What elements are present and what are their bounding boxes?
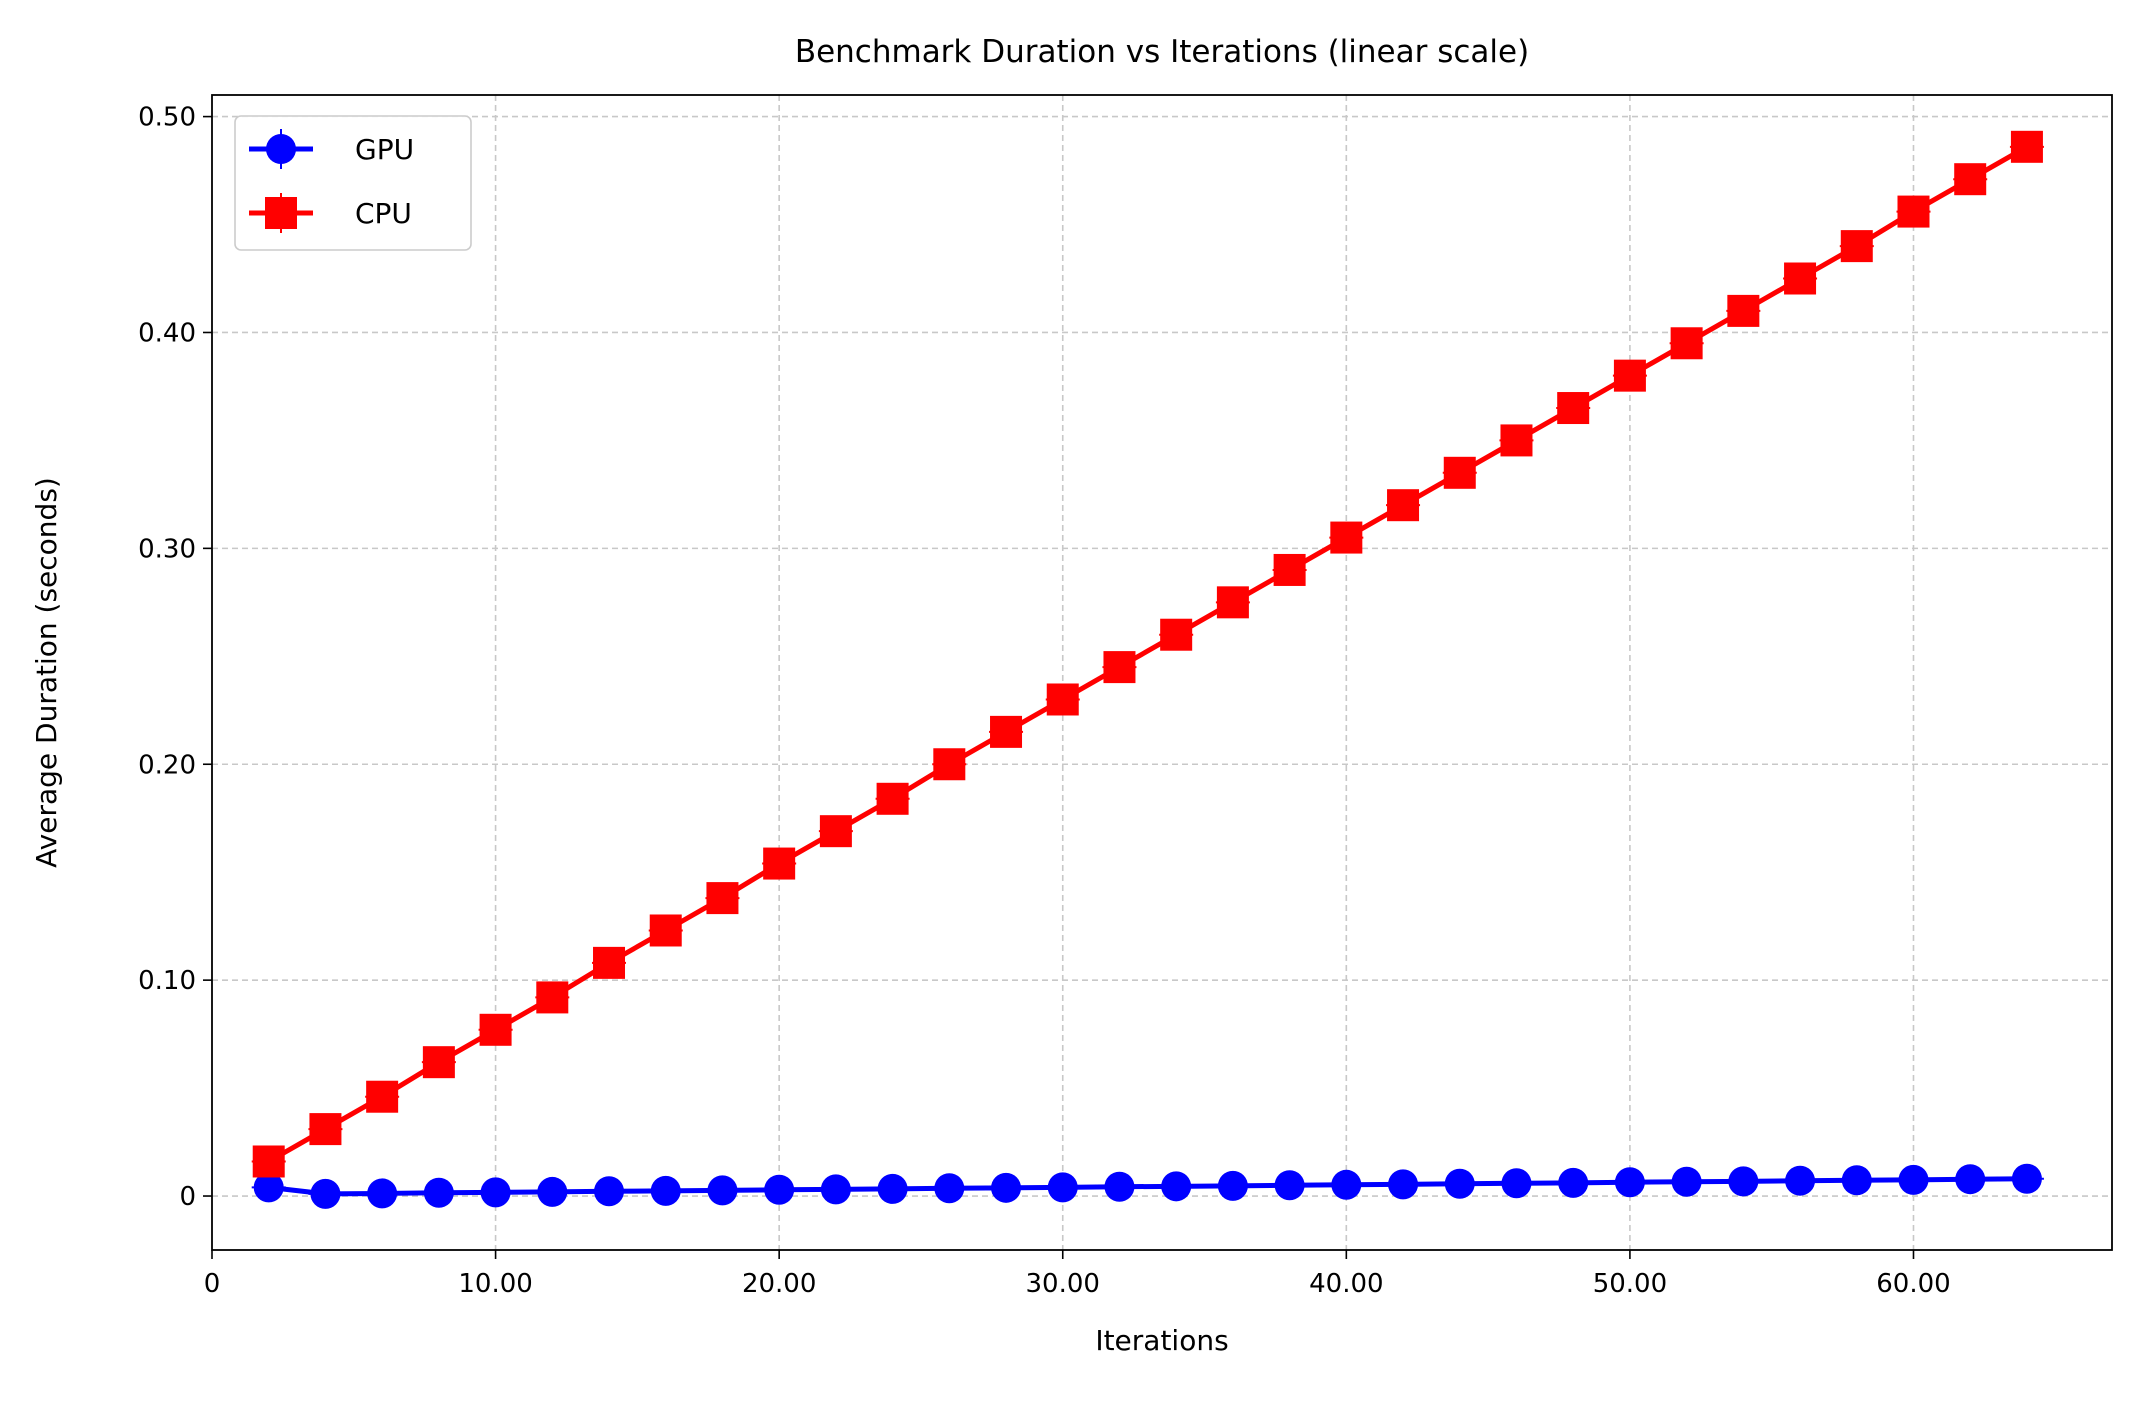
gpu-point [1898, 1164, 1929, 1195]
gpu-point [1785, 1165, 1816, 1196]
legend-item-cpu: CPU [249, 193, 412, 233]
cpu-point [536, 981, 569, 1014]
cpu-point [819, 815, 852, 848]
gpu-point [650, 1175, 681, 1206]
y-tick-label: 0.30 [138, 534, 196, 564]
cpu-point [1954, 163, 1987, 196]
x-tick-label: 60.00 [1876, 1269, 1950, 1299]
cpu-point [763, 847, 796, 880]
cpu-point [252, 1145, 285, 1178]
gpu-point [423, 1177, 454, 1208]
gpu-point [707, 1175, 738, 1206]
gpu-point [594, 1176, 625, 1207]
x-tick-label: 0 [204, 1269, 221, 1299]
x-tick-label: 50.00 [1593, 1269, 1667, 1299]
cpu-point [1443, 456, 1476, 489]
gpu-point [1104, 1171, 1135, 1202]
gpu-point [1728, 1166, 1759, 1197]
ticks: 0 10.00 20.00 30.00 40.00 50.00 60.00 0 0.10 0.20… [138, 103, 1951, 1299]
cpu-point [1840, 230, 1873, 263]
gpu-series [251, 1163, 2044, 1209]
cpu-point [479, 1013, 512, 1046]
cpu-point [593, 946, 626, 979]
gpu-point [537, 1176, 568, 1207]
y-tick-label: 0.20 [138, 750, 196, 780]
gpu-point [934, 1173, 965, 1204]
legend-marker-circle [266, 134, 296, 164]
legend-box [234, 115, 472, 251]
y-tick-label: 0.50 [138, 103, 196, 133]
y-tick-label: 0 [179, 1182, 196, 1212]
x-tick-label: 20.00 [742, 1269, 816, 1299]
cpu-point [1273, 553, 1306, 586]
cpu-point [1784, 262, 1817, 295]
cpu-point [1160, 618, 1193, 651]
gpu-point [991, 1172, 1022, 1203]
cpu-point [1500, 424, 1533, 457]
cpu-point [1670, 327, 1703, 360]
cpu-point [1897, 195, 1930, 228]
legend-label-cpu: CPU [355, 197, 412, 230]
x-tick-label: 30.00 [1026, 1269, 1100, 1299]
gpu-point [1161, 1171, 1192, 1202]
gpu-point [877, 1173, 908, 1204]
gpu-point [1841, 1165, 1872, 1196]
cpu-point [1557, 392, 1590, 425]
gpu-point [1444, 1168, 1475, 1199]
y-tick-label: 0.40 [138, 318, 196, 348]
gpu-point [1558, 1167, 1589, 1198]
gpu-point [1388, 1169, 1419, 1200]
y-tick-label: 0.10 [138, 966, 196, 996]
cpu-point [933, 748, 966, 781]
cpu-point [2010, 130, 2043, 163]
cpu-point [309, 1113, 342, 1146]
cpu-point [876, 782, 909, 815]
legend-item-gpu: GPU [249, 129, 414, 169]
gpu-point [1955, 1164, 1986, 1195]
plot-frame [211, 94, 2113, 1251]
cpu-point [1103, 651, 1136, 684]
cpu-point [706, 882, 739, 915]
cpu-point [1046, 683, 1079, 716]
gpu-point [2011, 1163, 2042, 1194]
cpu-point [1387, 489, 1420, 522]
gpu-point [1671, 1166, 1702, 1197]
grid [212, 95, 2112, 1250]
legend: GPU CPU [234, 115, 472, 251]
chart-title: Benchmark Duration vs Iterations (linear… [795, 34, 1529, 70]
x-tick-label: 40.00 [1309, 1269, 1383, 1299]
cpu-point [1216, 586, 1249, 619]
gpu-point [253, 1172, 284, 1203]
cpu-series [251, 130, 2044, 1178]
cpu-point [990, 715, 1023, 748]
cpu-point [366, 1080, 399, 1113]
cpu-point [1727, 294, 1760, 327]
legend-marker-square [265, 197, 297, 229]
legend-items: GPU CPU [249, 129, 414, 233]
gpu-point [310, 1178, 341, 1209]
gpu-point [1614, 1167, 1645, 1198]
cpu-point [1330, 521, 1363, 554]
cpu-point [422, 1046, 455, 1079]
legend-label-gpu: GPU [355, 133, 414, 166]
gpu-point [1331, 1169, 1362, 1200]
gpu-point [820, 1174, 851, 1205]
x-axis-label: Iterations [1095, 1324, 1228, 1357]
gpu-point [764, 1174, 795, 1205]
cpu-point [1613, 359, 1646, 392]
y-axis-label: Average Duration (seconds) [30, 477, 63, 868]
gpu-point [1274, 1170, 1305, 1201]
series-layer [251, 130, 2044, 1209]
gpu-point [480, 1177, 511, 1208]
gpu-point [1501, 1168, 1532, 1199]
gpu-point [1217, 1170, 1248, 1201]
gpu-point [367, 1178, 398, 1209]
gpu-point [1047, 1172, 1078, 1203]
x-tick-label: 10.00 [458, 1269, 532, 1299]
cpu-point [649, 914, 682, 947]
